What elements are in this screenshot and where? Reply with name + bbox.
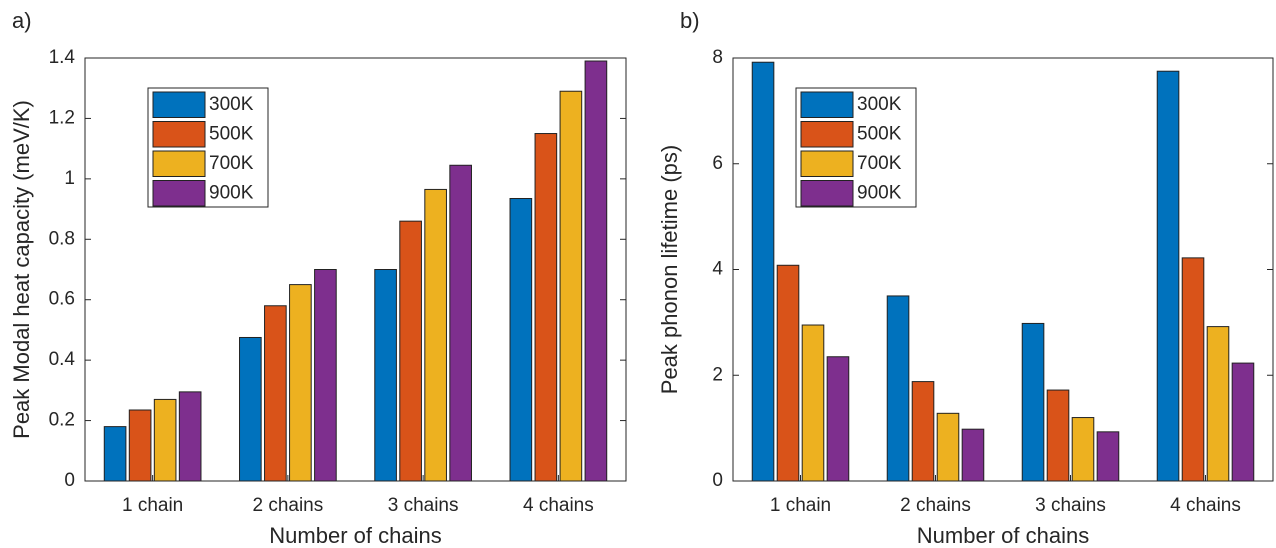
- bar: [399, 220, 422, 482]
- bar: [886, 295, 910, 482]
- legend-label: 500K: [209, 123, 254, 144]
- y-tick-label: 1.2: [49, 107, 75, 128]
- axes-box: [84, 57, 627, 482]
- y-tick-label: 4: [712, 259, 723, 280]
- y-axis-label: Peak Modal heat capacity (meV/K): [9, 100, 34, 439]
- bar: [826, 356, 850, 482]
- y-tick-label: 1: [64, 168, 75, 189]
- bar: [1071, 417, 1095, 482]
- y-tick-label: 0: [64, 470, 75, 491]
- x-tick-label: 2 chains: [252, 495, 323, 516]
- bar: [314, 269, 337, 482]
- bar: [374, 269, 397, 482]
- y-tick-label: 6: [712, 153, 723, 174]
- y-axis-label: Peak phonon lifetime (ps): [657, 145, 682, 394]
- bar: [239, 336, 262, 482]
- bar: [776, 264, 800, 482]
- y-tick-label: 8: [712, 47, 723, 68]
- x-axis-label: Number of chains: [269, 523, 441, 548]
- y-tick-label: 0: [712, 470, 723, 491]
- panel-label: b): [680, 8, 700, 33]
- bar: [559, 90, 583, 482]
- legend-label: 900K: [857, 182, 902, 203]
- x-tick-label: 4 chains: [523, 495, 594, 516]
- bar: [534, 133, 558, 482]
- legend-swatch: [800, 150, 854, 177]
- x-tick-label: 1 chain: [122, 495, 183, 516]
- y-tick-label: 1.4: [49, 47, 76, 68]
- bar: [1021, 322, 1045, 482]
- legend-swatch: [152, 150, 206, 177]
- bar: [911, 381, 935, 482]
- legend-label: 300K: [209, 94, 254, 115]
- y-tick-label: 0.2: [49, 410, 75, 431]
- legend-swatch: [152, 121, 206, 148]
- legend-swatch: [800, 180, 854, 207]
- x-tick-label: 3 chains: [1035, 495, 1106, 516]
- legend-label: 300K: [857, 94, 902, 115]
- bar: [1046, 389, 1070, 482]
- bar: [1096, 431, 1120, 482]
- x-axis-label: Number of chains: [917, 523, 1089, 548]
- bar: [1206, 326, 1230, 482]
- bar: [936, 412, 960, 482]
- bar: [128, 409, 152, 482]
- legend-swatch: [800, 121, 854, 148]
- bar: [584, 60, 608, 482]
- y-tick-label: 2: [712, 364, 723, 385]
- bar: [1231, 362, 1255, 482]
- legend-label: 700K: [209, 153, 254, 174]
- legend-swatch: [800, 91, 854, 118]
- x-tick-label: 4 chains: [1170, 495, 1241, 516]
- bar: [178, 391, 202, 482]
- y-tick-label: 0.4: [49, 349, 76, 370]
- bar: [449, 164, 472, 482]
- panel-label: a): [12, 8, 32, 33]
- legend-label: 700K: [857, 153, 902, 174]
- bar: [289, 284, 312, 482]
- bar: [961, 428, 985, 482]
- bar: [1156, 70, 1180, 482]
- legend-swatch: [152, 91, 206, 118]
- x-tick-label: 2 chains: [900, 495, 971, 516]
- bar: [153, 398, 177, 482]
- bar: [1181, 257, 1205, 482]
- bar: [103, 426, 127, 482]
- bar: [264, 305, 287, 482]
- x-tick-label: 3 chains: [388, 495, 459, 516]
- bar: [424, 188, 447, 482]
- bar: [509, 197, 533, 482]
- legend-label: 500K: [857, 123, 902, 144]
- bar: [801, 324, 825, 482]
- legend-swatch: [152, 180, 206, 207]
- y-tick-label: 0.6: [49, 289, 75, 310]
- y-tick-label: 0.8: [49, 228, 75, 249]
- x-tick-label: 1 chain: [770, 495, 831, 516]
- bar: [751, 61, 775, 482]
- legend-label: 900K: [209, 182, 254, 203]
